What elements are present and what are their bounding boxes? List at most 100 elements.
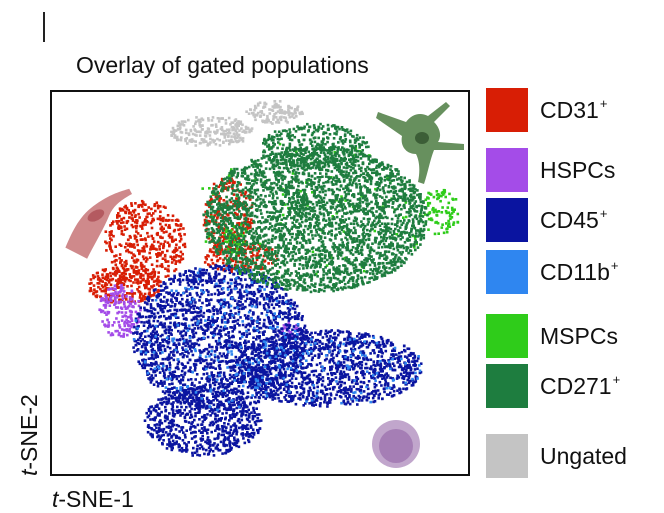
point-cd45 xyxy=(158,323,162,326)
point-cd45 xyxy=(182,431,185,434)
point-cd45 xyxy=(301,340,304,343)
point-cd45 xyxy=(264,325,268,329)
point-cd31 xyxy=(146,280,150,283)
point-cd31 xyxy=(164,258,167,261)
point-cd45 xyxy=(183,371,187,375)
point-cd45 xyxy=(284,398,288,401)
point-cd31 xyxy=(131,219,135,222)
point-cd31 xyxy=(170,239,174,243)
point-cd45 xyxy=(289,362,293,365)
point-cd45 xyxy=(233,369,237,373)
point-cd45 xyxy=(182,317,186,321)
point-cd45 xyxy=(273,346,277,350)
point-cd45 xyxy=(244,427,248,431)
point-cd45 xyxy=(161,401,164,405)
point-cd45 xyxy=(278,369,282,373)
point-cd45 xyxy=(141,315,144,318)
point-cd45 xyxy=(318,333,322,336)
point-cd45 xyxy=(291,328,294,332)
point-cd45 xyxy=(345,341,348,345)
point-cd45 xyxy=(301,394,305,398)
point-cd31 xyxy=(140,225,143,228)
point-hspcs xyxy=(130,317,133,321)
point-cd45 xyxy=(255,297,259,300)
point-cd45 xyxy=(280,327,284,330)
point-cd45 xyxy=(163,329,167,333)
point-cd31 xyxy=(124,264,127,268)
point-cd31 xyxy=(126,268,129,271)
point-cd45 xyxy=(377,350,381,353)
point-cd45 xyxy=(197,343,201,347)
point-cd45 xyxy=(176,396,180,399)
point-cd31 xyxy=(171,214,175,218)
point-cd45 xyxy=(180,446,184,450)
point-cd45 xyxy=(194,274,198,277)
point-cd45 xyxy=(223,315,226,319)
point-cd45 xyxy=(164,285,168,289)
point-cd45 xyxy=(245,333,249,337)
point-cd45 xyxy=(354,396,357,400)
point-cd31 xyxy=(255,258,259,262)
point-cd31 xyxy=(133,220,137,224)
point-cd45 xyxy=(214,446,218,450)
point-cd45 xyxy=(136,341,139,345)
point-hspcs xyxy=(294,327,297,330)
point-cd45 xyxy=(159,315,162,318)
point-cd31 xyxy=(88,282,91,285)
point-cd45 xyxy=(244,347,247,350)
point-cd45 xyxy=(328,359,332,363)
point-cd45 xyxy=(163,325,167,329)
point-cd45 xyxy=(263,318,266,322)
point-cd45 xyxy=(172,343,175,346)
point-cd45 xyxy=(271,379,275,383)
point-cd31 xyxy=(137,285,141,289)
point-cd45 xyxy=(290,381,294,385)
point-cd45 xyxy=(159,345,162,348)
point-cd45 xyxy=(364,366,367,370)
point-hspcs xyxy=(126,333,129,337)
point-cd45 xyxy=(366,345,370,349)
point-cd45 xyxy=(267,306,271,309)
point-cd45 xyxy=(344,386,347,390)
point-cd45 xyxy=(291,307,294,310)
point-cd45 xyxy=(272,306,276,310)
point-cd45 xyxy=(298,345,301,348)
point-cd45 xyxy=(371,334,375,338)
point-cd45 xyxy=(375,384,378,387)
point-cd45 xyxy=(190,342,194,345)
point-cd31 xyxy=(150,234,153,238)
point-cd45 xyxy=(247,314,250,318)
point-cd45 xyxy=(213,328,217,332)
point-cd45 xyxy=(284,372,287,375)
point-cd45 xyxy=(215,308,218,311)
point-cd45 xyxy=(283,396,286,399)
point-cd31 xyxy=(222,268,226,271)
point-cd31 xyxy=(210,250,214,254)
point-cd45 xyxy=(355,387,359,391)
point-cd45 xyxy=(335,367,339,370)
point-cd45 xyxy=(384,383,387,386)
point-cd45 xyxy=(300,316,304,320)
point-cd31 xyxy=(148,251,151,255)
point-cd45 xyxy=(338,372,342,376)
point-cd31 xyxy=(250,251,254,254)
point-cd45 xyxy=(275,290,279,293)
point-cd31 xyxy=(154,209,157,213)
point-cd45 xyxy=(208,310,212,313)
point-cd45 xyxy=(292,361,296,365)
point-cd45 xyxy=(373,382,376,386)
point-cd45 xyxy=(242,295,245,298)
point-cd31 xyxy=(175,223,178,227)
point-cd45 xyxy=(141,358,144,362)
point-cd31 xyxy=(117,286,121,289)
point-cd45 xyxy=(375,346,379,349)
point-cd45 xyxy=(287,326,291,330)
point-cd45 xyxy=(407,376,411,380)
point-cd45 xyxy=(210,373,214,377)
point-cd45 xyxy=(403,349,407,353)
point-cd45 xyxy=(162,314,166,318)
point-cd45 xyxy=(211,345,214,349)
point-cd45 xyxy=(212,312,216,316)
point-cd45 xyxy=(302,330,305,333)
point-cd45 xyxy=(149,309,152,313)
